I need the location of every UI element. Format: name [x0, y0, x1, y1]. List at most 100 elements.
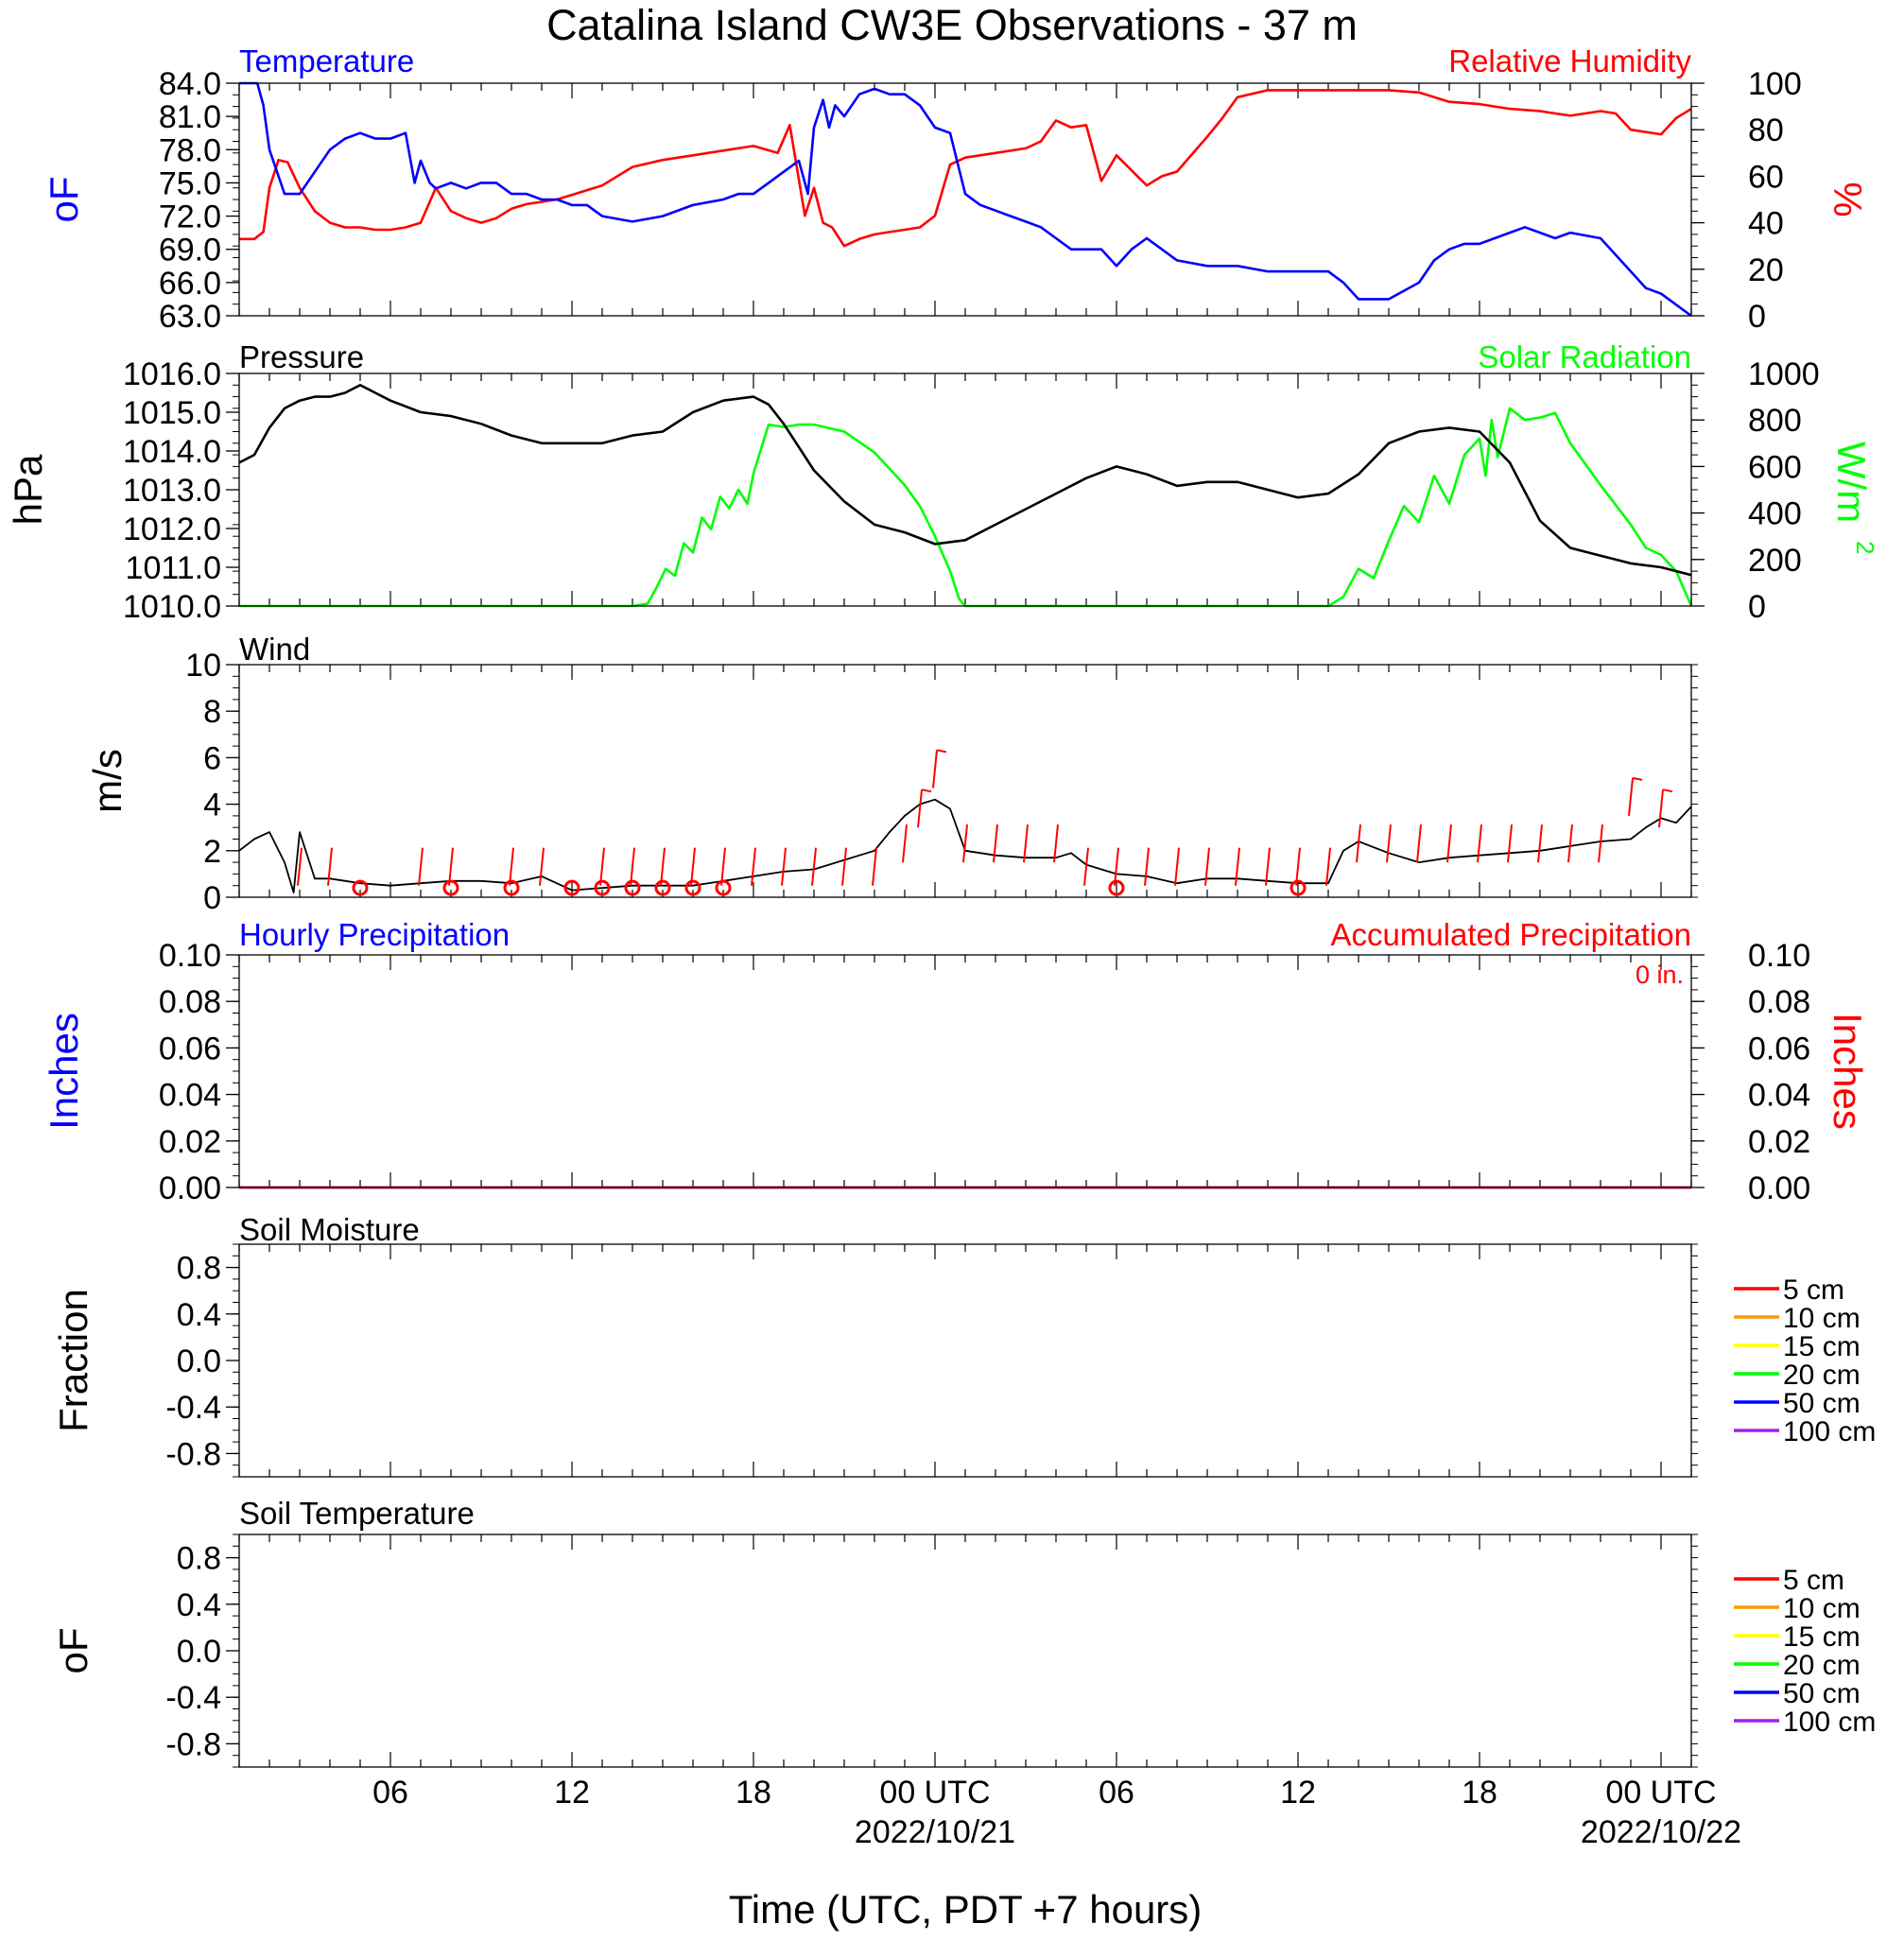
left-tick-label: 66.0: [159, 266, 221, 302]
wind-label: Wind: [239, 632, 310, 667]
p4-frame: [238, 954, 1692, 1188]
legend-label: 5 cm: [1783, 1274, 1844, 1306]
soil-moisture-unit: Fraction: [51, 1289, 95, 1432]
x-tick-label: 12: [554, 1775, 590, 1811]
pressure-unit: hPa: [6, 454, 50, 525]
right-tick-label: 40: [1748, 206, 1784, 242]
right-tick-label: 0.10: [1748, 938, 1810, 974]
left-tick-label: 8: [203, 694, 221, 730]
calm-wind-circle: [503, 879, 520, 896]
wind-barb: [1477, 824, 1482, 863]
wind-barb: [690, 847, 696, 886]
p1-frame: [238, 82, 1692, 317]
panel-pressure-solar: 1016.01015.01014.01013.01012.01011.01010…: [6, 339, 1879, 625]
wind-barb: [781, 847, 787, 886]
wind-barb: [1235, 847, 1240, 886]
solar-unit-text: W/m: [1829, 442, 1874, 523]
wind-barb-flag: [936, 749, 947, 754]
wind-barb: [630, 847, 635, 886]
p6-ticks: 0.8 0.4 0.0 -0.4 -0.8: [165, 1534, 1698, 1768]
pressure-line: [238, 383, 1692, 577]
accum-precip-label: Accumulated Precipitation: [1330, 917, 1691, 952]
left-tick-label: 4: [203, 788, 221, 823]
legend-label: 50 cm: [1783, 1678, 1861, 1709]
right-tick-label: 0.08: [1748, 984, 1810, 1020]
legend-label: 10 cm: [1783, 1593, 1861, 1624]
right-tick-label: 200: [1748, 543, 1802, 579]
wind-barb-flag: [1632, 776, 1643, 781]
left-tick-label: 0.4: [177, 1587, 221, 1623]
humidity-label: Relative Humidity: [1448, 43, 1691, 78]
left-tick-label: 63.0: [159, 299, 221, 335]
calm-wind-circle: [1108, 879, 1125, 896]
wind-barb: [962, 824, 968, 863]
panel-wind: 10 8 6 4 2 0 Wind m/s: [85, 632, 1698, 916]
wind-barb: [1658, 789, 1664, 828]
left-tick-label: 0.8: [177, 1541, 221, 1577]
panel-temp-rh: 84.081.078.075.072.069.066.063.0 100 80 60 4…: [42, 43, 1870, 335]
hourly-precip-unit: Inches: [42, 1013, 86, 1130]
legend-label: 15 cm: [1783, 1621, 1861, 1653]
p3-ticks: 10 8 6 4 2 0: [185, 648, 1698, 916]
calm-wind-circle: [1290, 879, 1307, 896]
right-tick-label: 400: [1748, 496, 1802, 532]
p2-frame: [238, 373, 1692, 607]
legend-label: 20 cm: [1783, 1650, 1861, 1681]
calm-wind-circle: [594, 879, 611, 896]
left-tick-label: 1015.0: [123, 395, 221, 431]
left-tick-label: 0.06: [159, 1031, 221, 1066]
wind-barb: [599, 847, 605, 886]
left-tick-label: 0.8: [177, 1251, 221, 1287]
wind-barb: [1174, 847, 1180, 886]
wind-barb: [720, 847, 726, 886]
wind-barb: [327, 847, 333, 886]
right-tick-label: 0.00: [1748, 1170, 1810, 1206]
left-tick-label: 0.02: [159, 1124, 221, 1160]
calm-wind-circle: [654, 879, 671, 896]
x-tick-label: 00 UTC: [1605, 1775, 1716, 1811]
x-axis-title: Time (UTC, PDT +7 hours): [729, 1887, 1203, 1932]
left-tick-label: 0.04: [159, 1078, 221, 1114]
solar-radiation-line: [239, 407, 1693, 608]
wind-barb: [1356, 824, 1361, 863]
p2-ticks: 1016.01015.01014.01013.01012.01011.01010…: [123, 356, 1820, 625]
wind-barb: [1053, 824, 1059, 863]
legend-label: 5 cm: [1783, 1565, 1844, 1596]
left-tick-label: 1012.0: [123, 511, 221, 547]
wind-speed-line: [238, 798, 1692, 893]
wind-barb: [902, 824, 908, 863]
temperature-line: [239, 81, 1692, 318]
left-tick-label: -0.4: [165, 1680, 221, 1716]
wind-barb: [1023, 824, 1029, 863]
solar-label: Solar Radiation: [1478, 339, 1691, 374]
right-tick-label: 800: [1748, 403, 1802, 439]
hourly-precip-label: Hourly Precipitation: [239, 917, 510, 952]
wind-barb: [1598, 824, 1603, 863]
p6-frame: [238, 1534, 1692, 1768]
wind-barb: [418, 847, 424, 886]
wind-barb: [1265, 847, 1271, 886]
right-tick-label: 0: [1748, 299, 1766, 335]
p3-series: [238, 749, 1692, 896]
wind-barb: [751, 847, 756, 886]
wind-barb: [1628, 777, 1634, 816]
left-tick-label: 1014.0: [123, 434, 221, 470]
p2-series: [238, 383, 1693, 608]
right-tick-label: 0: [1748, 589, 1766, 625]
calm-wind-circle: [563, 879, 580, 896]
legend-label: 50 cm: [1783, 1388, 1861, 1419]
left-tick-label: 78.0: [159, 132, 221, 168]
left-tick-label: -0.8: [165, 1726, 221, 1762]
right-tick-label: 80: [1748, 113, 1784, 148]
left-tick-label: 0.00: [159, 1170, 221, 1206]
left-tick-label: 0.0: [177, 1343, 221, 1379]
calm-wind-circle: [715, 879, 732, 896]
calm-wind-circle: [442, 879, 459, 896]
wind-barb: [1204, 847, 1210, 886]
x-tick-label: 12: [1280, 1775, 1316, 1811]
left-tick-label: 10: [185, 648, 221, 684]
x-date-label: 2022/10/22: [1581, 1814, 1741, 1850]
